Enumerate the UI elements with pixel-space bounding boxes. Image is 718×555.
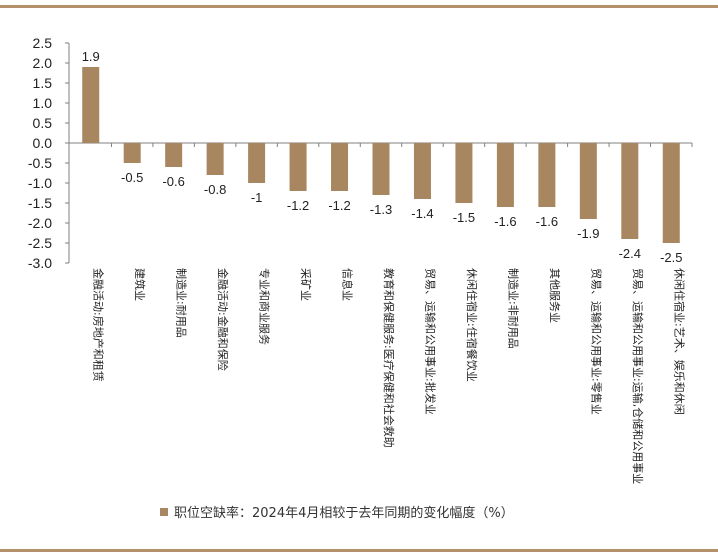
data-label: -2.5 [660, 250, 682, 265]
y-tick-label: 0.0 [33, 135, 53, 151]
y-tick-label: 2.5 [33, 35, 53, 51]
x-tick-label: 休闲住宿业:住宿餐饮业 [465, 268, 479, 382]
x-tick-label: 贸易、运输和公用事业:运输,仓储和公用事业 [631, 268, 645, 484]
data-label: -1.2 [328, 198, 350, 213]
x-tick-label: 金融活动:金融和保险 [216, 268, 230, 371]
x-tick-label: 制造业:非耐用品 [506, 268, 520, 349]
bottom-rule [0, 549, 718, 552]
top-rule [0, 5, 718, 8]
y-tick-label: -1.5 [28, 195, 52, 211]
legend-label: 职位空缺率：2024年4月相较于去年同期的变化幅度（%） [174, 506, 514, 521]
x-tick-label: 信息业 [341, 268, 355, 301]
data-label: 1.9 [82, 49, 100, 64]
data-label: -0.6 [162, 174, 184, 189]
y-tick-label: 2.0 [33, 55, 53, 71]
y-tick-label: 0.5 [33, 115, 53, 131]
data-label: -1.6 [494, 214, 516, 229]
bar [82, 67, 100, 143]
x-tick-label: 其他服务业 [548, 268, 561, 323]
x-tick-label: 教育和保健服务:医疗保健和社会救助 [382, 268, 396, 448]
x-tick-label: 休闲住宿业:艺术、娱乐和休闲 [672, 268, 686, 415]
data-label: -0.8 [204, 182, 226, 197]
data-label: -0.5 [121, 170, 143, 185]
y-tick-label: -1.0 [28, 175, 52, 191]
bar [372, 143, 390, 195]
bar [455, 143, 473, 203]
x-tick-label: 金融活动:房地产和租赁 [92, 268, 106, 382]
bar [496, 143, 514, 207]
data-label: -2.4 [619, 246, 641, 261]
x-tick-label: 采矿业 [299, 268, 312, 301]
bar [621, 143, 639, 239]
data-label: -1.5 [453, 210, 475, 225]
legend: 职位空缺率：2024年4月相较于去年同期的变化幅度（%） [160, 502, 514, 521]
bar [331, 143, 349, 191]
x-tick-label: 贸易、运输和公用事业:批发业 [423, 268, 437, 415]
x-tick-label: 建筑业 [133, 268, 147, 301]
data-label: -1.6 [536, 214, 558, 229]
bar [413, 143, 431, 199]
bar [662, 143, 680, 243]
bar [165, 143, 183, 167]
data-label: -1 [251, 190, 263, 205]
y-tick-label: -3.0 [28, 255, 52, 271]
y-tick-label: -0.5 [28, 155, 52, 171]
x-tick-label: 制造业:耐用品 [175, 268, 189, 338]
x-tick-label: 专业和商业服务 [258, 268, 272, 345]
bar [579, 143, 597, 219]
y-tick-label: 1.0 [33, 95, 53, 111]
data-label: -1.4 [411, 206, 433, 221]
bar [206, 143, 224, 175]
data-label: -1.9 [577, 226, 599, 241]
bar [123, 143, 141, 163]
bar [248, 143, 266, 183]
y-tick-label: 1.5 [33, 75, 53, 91]
y-tick-label: -2.0 [28, 215, 52, 231]
bar [289, 143, 307, 191]
y-tick-label: -2.5 [28, 235, 52, 251]
x-tick-label: 贸易、运输和公用事业:零售业 [589, 268, 603, 415]
bar-chart: 2.5 2.0 1.5 1.0 0.5 0.0 -0.5 -1.0 -1.5 -2.0 -2.5 -3… [28, 35, 693, 484]
bar [538, 143, 556, 207]
data-label: -1.3 [370, 202, 392, 217]
data-label: -1.2 [287, 198, 309, 213]
legend-swatch [160, 507, 168, 516]
